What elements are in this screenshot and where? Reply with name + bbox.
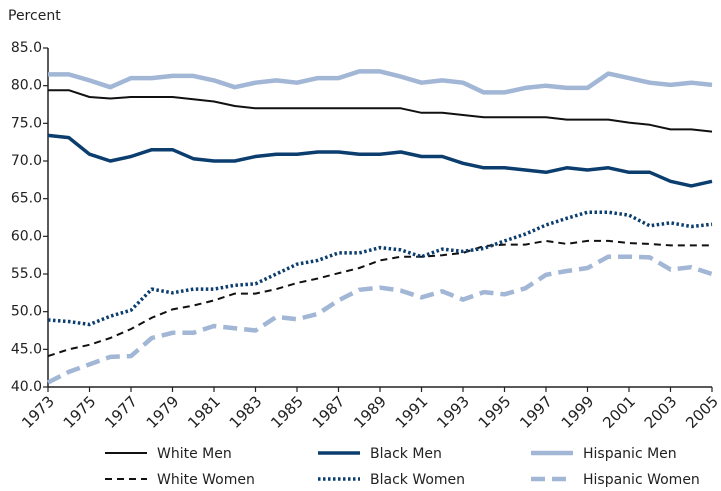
legend-label: White Men xyxy=(157,446,232,462)
x-tick-label: 2001 xyxy=(599,392,639,432)
legend-label: Hispanic Women xyxy=(583,472,700,488)
x-tick-label: 1985 xyxy=(267,392,307,432)
legend-label: Black Women xyxy=(370,472,465,488)
y-tick-label: 60.0 xyxy=(11,228,42,244)
y-tick-label: 55.0 xyxy=(11,266,42,282)
legend-label: Hispanic Men xyxy=(583,446,677,462)
x-tick-label: 1987 xyxy=(309,392,349,432)
legend-label: White Women xyxy=(157,472,255,488)
series-line xyxy=(47,133,713,188)
y-tick-label: 50.0 xyxy=(11,304,42,320)
x-tick-label: 1999 xyxy=(558,392,598,432)
x-tick-label: 2003 xyxy=(641,392,681,432)
x-tick-label: 1979 xyxy=(143,392,183,432)
x-tick-label: 1993 xyxy=(433,392,473,432)
series-line xyxy=(46,254,713,385)
x-tick-label: 1977 xyxy=(101,392,141,432)
legend-label: Black Men xyxy=(370,446,442,462)
x-tick-label: 1973 xyxy=(18,392,58,432)
y-tick-label: 85.0 xyxy=(11,40,42,56)
x-tick-label: 1983 xyxy=(226,392,266,432)
x-tick-label: 1997 xyxy=(516,392,556,432)
x-tick-label: 1995 xyxy=(475,392,515,432)
x-tick-label: 1975 xyxy=(60,392,100,432)
y-tick-label: 70.0 xyxy=(11,153,42,169)
y-tick-label: 75.0 xyxy=(11,115,42,131)
series-line xyxy=(48,89,713,133)
x-tick-label: 2005 xyxy=(682,392,721,432)
x-tick-label: 1991 xyxy=(392,392,432,432)
y-tick-label: 65.0 xyxy=(11,191,42,207)
x-tick-label: 1981 xyxy=(184,392,224,432)
y-tick-label: 45.0 xyxy=(11,341,42,357)
x-tick-label: 1989 xyxy=(350,392,390,432)
y-axis-label: Percent xyxy=(8,8,61,24)
series-line xyxy=(47,210,713,327)
series-line xyxy=(48,69,713,95)
y-tick-label: 80.0 xyxy=(11,78,42,94)
y-tick-label: 40.0 xyxy=(11,379,42,395)
